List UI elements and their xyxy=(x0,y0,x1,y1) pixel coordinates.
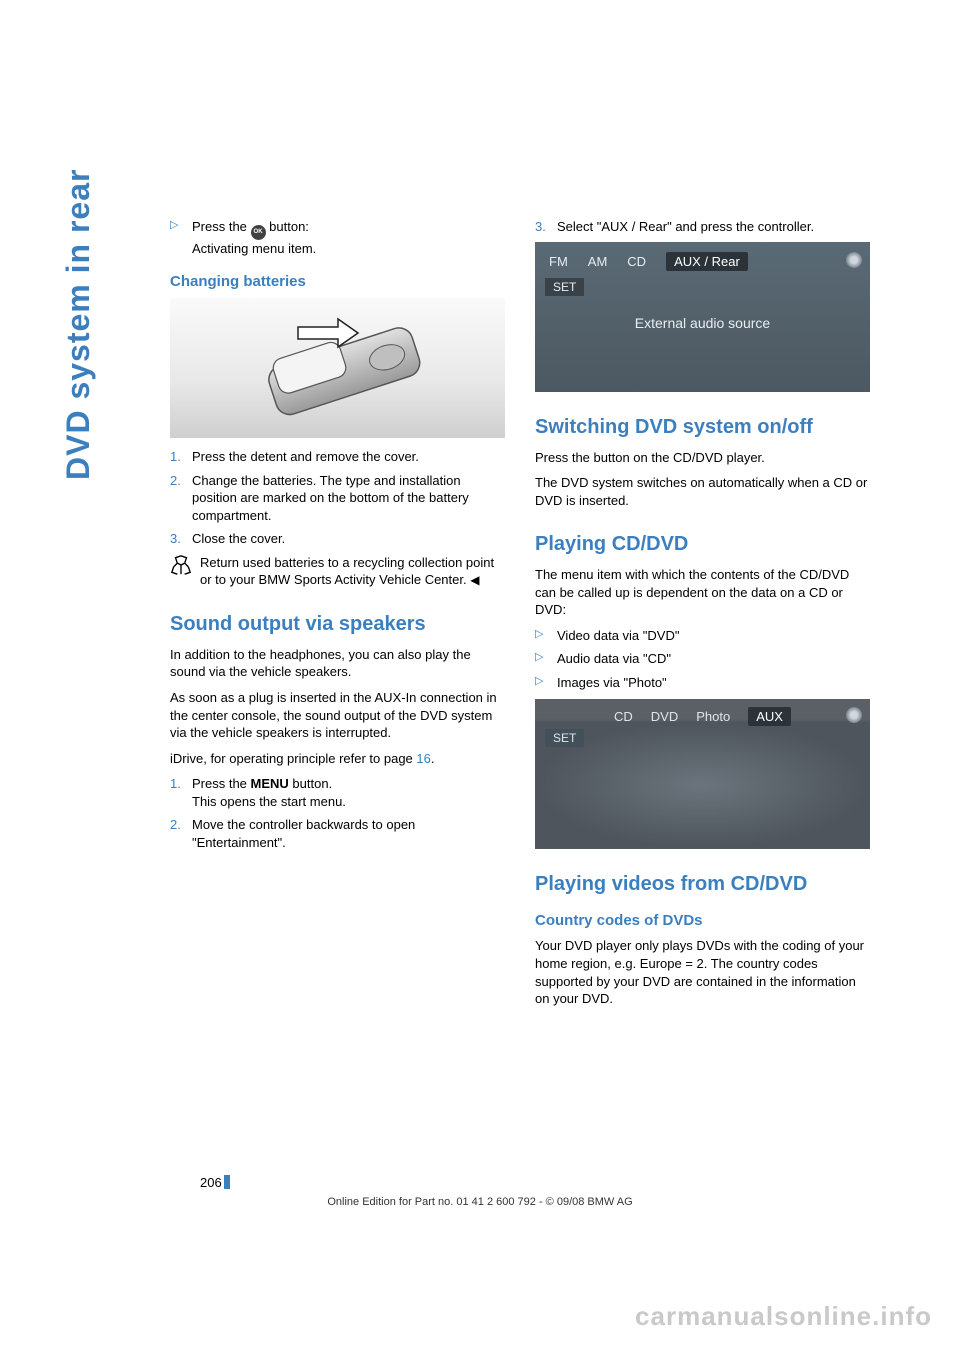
tab-photo: Photo xyxy=(696,709,730,724)
figure-dvd-menu-screen: CD DVD Photo AUX SET xyxy=(535,699,870,849)
bullet-item: ▷ Images via "Photo" xyxy=(535,674,870,692)
set-button: SET xyxy=(545,278,584,296)
triangle-icon: ▷ xyxy=(535,627,557,642)
step-number: 3. xyxy=(535,218,557,236)
list-item: 3. Close the cover. xyxy=(170,530,505,548)
text-fragment: button: xyxy=(269,219,309,234)
heading-playing-videos: Playing videos from CD/DVD xyxy=(535,873,870,896)
watermark: carmanualsonline.info xyxy=(635,1301,932,1332)
recycle-note: Return used batteries to a recycling col… xyxy=(170,554,505,589)
recycle-text: Return used batteries to a recycling col… xyxy=(200,554,505,589)
tab-dvd: DVD xyxy=(651,709,678,724)
tab-am: AM xyxy=(588,254,608,269)
text-fragment: button. xyxy=(289,776,332,791)
text-fragment: This opens the start menu. xyxy=(192,794,346,809)
paragraph: The menu item with which the contents of… xyxy=(535,566,870,619)
figure-idrive-aux-screen: FM AM CD AUX / Rear SET External audio s… xyxy=(535,242,870,392)
paragraph: In addition to the headphones, you can a… xyxy=(170,646,505,681)
figure-remote-control xyxy=(170,298,505,438)
page-link[interactable]: 16 xyxy=(416,751,430,766)
bullet-item: ▷ Audio data via "CD" xyxy=(535,650,870,668)
recycle-icon xyxy=(170,554,200,581)
bullet-item: ▷ Video data via "DVD" xyxy=(535,627,870,645)
right-column: 3. Select "AUX / Rear" and press the con… xyxy=(535,218,870,1016)
left-column: ▷ Press the OK button: Activating menu i… xyxy=(170,218,505,1016)
bullet-press-ok: ▷ Press the OK button: Activating menu i… xyxy=(170,218,505,257)
paragraph: Your DVD player only plays DVDs with the… xyxy=(535,937,870,1007)
list-item: 1. Press the MENU button. This opens the… xyxy=(170,775,505,810)
end-triangle-icon: ◀ xyxy=(470,573,479,587)
set-button: SET xyxy=(545,729,584,747)
screen-background xyxy=(535,721,870,849)
step-number: 1. xyxy=(170,448,192,466)
page-number-value: 206 xyxy=(200,1175,222,1190)
triangle-icon: ▷ xyxy=(170,218,192,233)
list-item: 2. Change the batteries. The type and in… xyxy=(170,472,505,525)
list-item: 2. Move the controller backwards to open… xyxy=(170,816,505,851)
page-number-bar xyxy=(224,1175,230,1189)
heading-switching-dvd: Switching DVD system on/off xyxy=(535,416,870,439)
step-number: 2. xyxy=(170,472,192,490)
tab-cd: CD xyxy=(627,254,646,269)
paragraph: The DVD system switches on automatically… xyxy=(535,474,870,509)
text-fragment: Press the xyxy=(192,219,251,234)
ok-button-icon: OK xyxy=(251,225,266,240)
paragraph: Press the button on the CD/DVD player. xyxy=(535,449,870,467)
step-text: Change the batteries. The type and insta… xyxy=(192,472,505,525)
tab-aux-selected: AUX xyxy=(748,707,791,726)
bullet-text: Audio data via "CD" xyxy=(557,650,671,668)
text-fragment: . xyxy=(431,751,435,766)
screen-tabs: CD DVD Photo AUX xyxy=(535,699,870,730)
text-fragment: Press the xyxy=(192,776,251,791)
step-number: 2. xyxy=(170,816,192,834)
triangle-icon: ▷ xyxy=(535,674,557,689)
step-text: Close the cover. xyxy=(192,530,285,548)
idrive-ref: iDrive, for operating principle refer to… xyxy=(170,750,505,768)
text-fragment: Activating menu item. xyxy=(192,241,316,256)
list-item: 3. Select "AUX / Rear" and press the con… xyxy=(535,218,870,236)
list-item: 1. Press the detent and remove the cover… xyxy=(170,448,505,466)
screen-center-text: External audio source xyxy=(635,315,770,331)
remote-control-icon xyxy=(238,313,438,423)
step-text: Press the detent and remove the cover. xyxy=(192,448,419,466)
side-title: DVD system in rear xyxy=(60,169,97,480)
content-area: ▷ Press the OK button: Activating menu i… xyxy=(170,218,870,1016)
page: DVD system in rear ▷ Press the OK button… xyxy=(0,0,960,1358)
step-number: 3. xyxy=(170,530,192,548)
step-number: 1. xyxy=(170,775,192,793)
tab-fm: FM xyxy=(549,254,568,269)
triangle-icon: ▷ xyxy=(535,650,557,665)
menu-button-label: MENU xyxy=(251,776,289,791)
page-number: 206 xyxy=(200,1175,230,1190)
heading-country-codes: Country codes of DVDs xyxy=(535,912,870,929)
step-text: Select "AUX / Rear" and press the contro… xyxy=(557,218,814,236)
step-text: Move the controller backwards to open "E… xyxy=(192,816,505,851)
footer-text: Online Edition for Part no. 01 41 2 600 … xyxy=(0,1196,960,1208)
knob-icon xyxy=(846,252,862,268)
heading-playing-cddvd: Playing CD/DVD xyxy=(535,533,870,556)
heading-sound-output: Sound output via speakers xyxy=(170,613,505,636)
bullet-text: Video data via "DVD" xyxy=(557,627,679,645)
paragraph: As soon as a plug is inserted in the AUX… xyxy=(170,689,505,742)
step-text: Press the MENU button. This opens the st… xyxy=(192,775,346,810)
text-fragment: Return used batteries to a recycling col… xyxy=(200,555,494,588)
screen-tabs: FM AM CD AUX / Rear xyxy=(535,242,870,275)
press-ok-text: Press the OK button: Activating menu ite… xyxy=(192,218,316,257)
tab-aux-rear-selected: AUX / Rear xyxy=(666,252,748,271)
bullet-text: Images via "Photo" xyxy=(557,674,667,692)
tab-cd: CD xyxy=(614,709,633,724)
text-fragment: iDrive, for operating principle refer to… xyxy=(170,751,416,766)
heading-changing-batteries: Changing batteries xyxy=(170,273,505,290)
